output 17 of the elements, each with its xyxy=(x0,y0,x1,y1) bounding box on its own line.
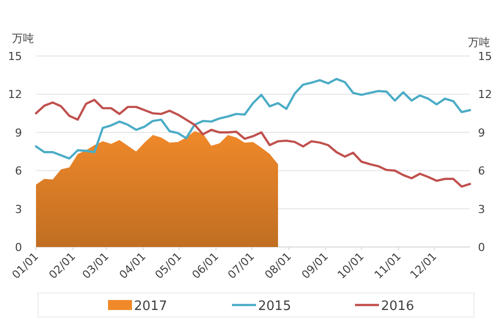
y2-tick-label: 9 xyxy=(478,126,485,140)
y-tick-label: 15 xyxy=(8,50,22,63)
y-tick-label: 12 xyxy=(8,88,22,102)
y2-tick-label: 3 xyxy=(478,202,485,216)
y2-tick-label: 6 xyxy=(478,164,485,178)
y-tick-label: 0 xyxy=(15,241,22,254)
y-tick-label: 3 xyxy=(15,202,22,216)
y2-tick-label: 0 xyxy=(478,241,485,254)
y2-tick-label: 12 xyxy=(478,88,492,102)
y-axis-title: 万吨 xyxy=(12,32,34,45)
y2-tick-label: 15 xyxy=(478,50,492,63)
legend-label: 2017 xyxy=(134,299,168,314)
y-tick-label: 6 xyxy=(15,164,22,178)
y-tick-label: 9 xyxy=(15,126,22,140)
legend-label: 2016 xyxy=(381,299,414,314)
legend-label: 2015 xyxy=(258,299,292,314)
y2-axis-title: 万吨 xyxy=(468,36,490,49)
